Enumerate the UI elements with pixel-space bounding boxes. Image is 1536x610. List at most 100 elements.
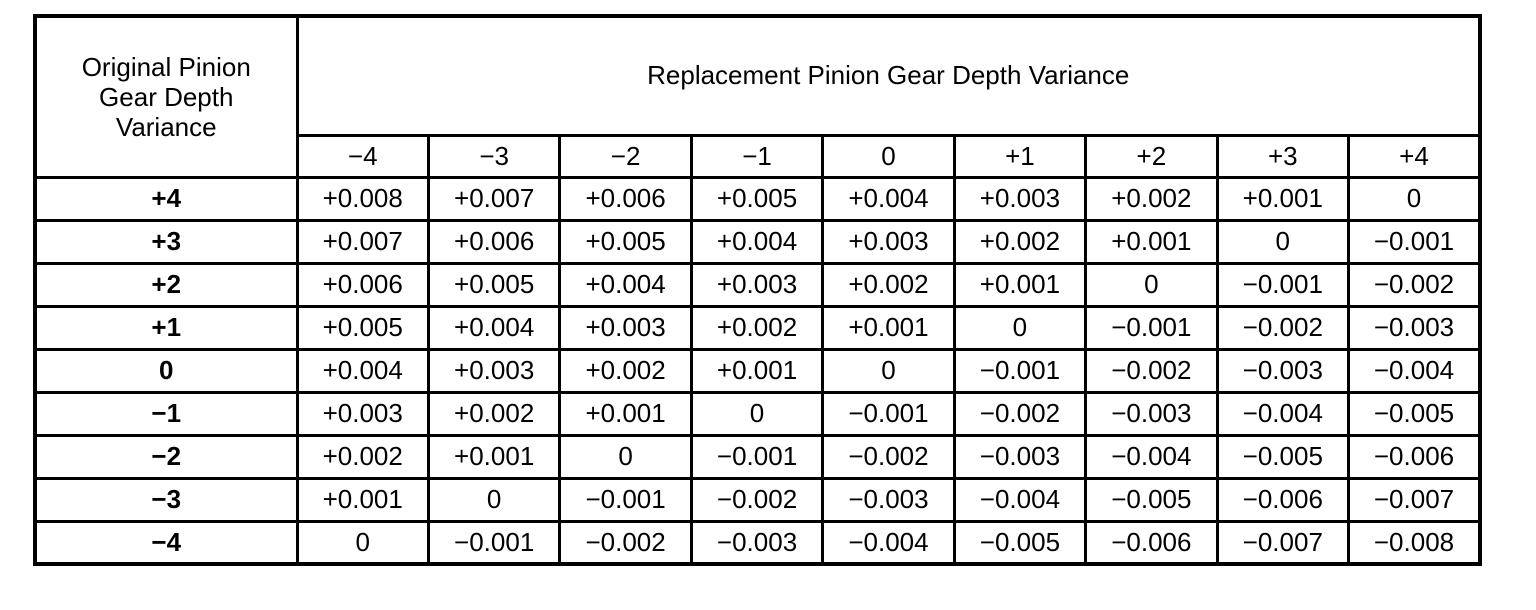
column-group-header: Replacement Pinion Gear Depth Variance xyxy=(295,14,1482,137)
data-cell: +0.001 xyxy=(952,261,1088,308)
data-cell: +0.003 xyxy=(558,304,693,351)
data-cell: −0.006 xyxy=(1215,476,1351,523)
column-header: −2 xyxy=(558,133,693,179)
data-cell: +0.002 xyxy=(952,218,1088,265)
data-cell: +0.008 xyxy=(295,175,430,222)
table-row: +2 +0.006 +0.005 +0.004 +0.003 +0.002 +0.001 0−… xyxy=(33,261,1482,308)
data-cell: −0.006 xyxy=(1084,519,1219,566)
column-header: −1 xyxy=(689,133,825,179)
table-row: −4 0 −0.001 −0.002 −0.003 −0.004 −0.005 −0.006−… xyxy=(33,519,1482,566)
column-header: +3 xyxy=(1215,133,1351,179)
corner-header-line: Variance xyxy=(115,111,217,142)
table-row: −3 +0.001 0 −0.001 −0.002 −0.003 −0.004 −0.005−… xyxy=(33,476,1482,523)
data-cell: +0.002 xyxy=(689,304,825,351)
data-cell: −0.005 xyxy=(1215,433,1351,480)
table-row: −1 +0.003 +0.002 +0.001 0 −0.001 −0.002 −0.003−… xyxy=(33,390,1482,437)
data-cell: 0 xyxy=(1215,218,1351,265)
data-cell: +0.001 xyxy=(558,390,693,437)
data-cell: +0.004 xyxy=(558,261,693,308)
data-cell: −0.003 xyxy=(952,433,1088,480)
data-cell: +0.003 xyxy=(426,347,562,394)
data-cell: 0 xyxy=(689,390,825,437)
row-header: −2 xyxy=(33,433,299,480)
data-cell: 0 xyxy=(1084,261,1219,308)
data-cell: −0.002 xyxy=(1084,347,1219,394)
data-cell: +0.001 xyxy=(821,304,956,351)
column-header: −4 xyxy=(295,133,430,179)
row-header: −3 xyxy=(33,476,299,523)
corner-header-line: Original Pinion xyxy=(81,51,251,82)
column-header: +4 xyxy=(1347,133,1482,179)
data-cell: −0.001 xyxy=(821,390,956,437)
data-cell: −0.004 xyxy=(952,476,1088,523)
data-cell: −0.004 xyxy=(821,519,956,566)
table-row: +1 +0.005 +0.004 +0.003 +0.002 +0.001 0 −0.001−… xyxy=(33,304,1482,351)
data-cell: +0.001 xyxy=(1215,175,1351,222)
data-cell: −0.002 xyxy=(1347,261,1482,308)
data-cell: +0.004 xyxy=(821,175,956,222)
corner-header-line: Gear Depth xyxy=(99,81,234,112)
data-cell: −0.002 xyxy=(1215,304,1351,351)
table-row: +4 +0.008 +0.007 +0.006 +0.005 +0.004 +0.003 +0… xyxy=(33,175,1482,222)
row-header: −1 xyxy=(33,390,299,437)
data-cell: −0.005 xyxy=(1084,476,1219,523)
column-header: +2 xyxy=(1084,133,1219,179)
data-cell: +0.003 xyxy=(821,218,956,265)
data-cell: +0.003 xyxy=(952,175,1088,222)
row-header: 0 xyxy=(33,347,299,394)
data-cell: −0.004 xyxy=(1215,390,1351,437)
data-cell: 0 xyxy=(426,476,562,523)
data-cell: −0.001 xyxy=(558,476,693,523)
data-cell: +0.004 xyxy=(689,218,825,265)
column-header: −3 xyxy=(426,133,562,179)
data-cell: −0.005 xyxy=(1347,390,1482,437)
pinion-depth-variance-table: Original Pinion Gear Depth Variance Repl… xyxy=(33,14,1482,566)
data-cell: −0.001 xyxy=(426,519,562,566)
data-cell: −0.004 xyxy=(1084,433,1219,480)
data-cell: −0.003 xyxy=(1084,390,1219,437)
data-cell: +0.001 xyxy=(1084,218,1219,265)
data-cell: −0.001 xyxy=(1347,218,1482,265)
data-cell: 0 xyxy=(952,304,1088,351)
data-cell: −0.004 xyxy=(1347,347,1482,394)
data-cell: −0.001 xyxy=(1215,261,1351,308)
data-cell: +0.007 xyxy=(426,175,562,222)
data-cell: 0 xyxy=(295,519,430,566)
data-cell: −0.002 xyxy=(821,433,956,480)
data-cell: −0.003 xyxy=(1215,347,1351,394)
data-cell: +0.001 xyxy=(426,433,562,480)
data-cell: −0.007 xyxy=(1347,476,1482,523)
column-header: 0 xyxy=(821,133,956,179)
data-cell: +0.006 xyxy=(426,218,562,265)
data-cell: +0.004 xyxy=(426,304,562,351)
data-cell: +0.007 xyxy=(295,218,430,265)
column-header: +1 xyxy=(952,133,1088,179)
data-cell: +0.001 xyxy=(689,347,825,394)
data-cell: +0.003 xyxy=(295,390,430,437)
data-cell: +0.004 xyxy=(295,347,430,394)
data-cell: 0 xyxy=(821,347,956,394)
data-cell: −0.003 xyxy=(689,519,825,566)
table-body: Original Pinion Gear Depth Variance Repl… xyxy=(33,14,1482,566)
data-cell: −0.001 xyxy=(1084,304,1219,351)
data-cell: +0.002 xyxy=(295,433,430,480)
table-row: +3 +0.007 +0.006 +0.005 +0.004 +0.003 +0.002 +0… xyxy=(33,218,1482,265)
data-cell: −0.002 xyxy=(689,476,825,523)
corner-header: Original Pinion Gear Depth Variance xyxy=(33,14,299,179)
data-cell: −0.003 xyxy=(1347,304,1482,351)
row-header: +3 xyxy=(33,218,299,265)
data-cell: −0.008 xyxy=(1347,519,1482,566)
data-cell: +0.006 xyxy=(558,175,693,222)
data-cell: −0.003 xyxy=(821,476,956,523)
data-cell: −0.002 xyxy=(558,519,693,566)
header-row-top: Original Pinion Gear Depth Variance Repl… xyxy=(33,14,1482,179)
row-header: +4 xyxy=(33,175,299,222)
data-cell: +0.005 xyxy=(689,175,825,222)
data-cell: +0.002 xyxy=(558,347,693,394)
table-row: 0 +0.004 +0.003 +0.002 +0.001 0 −0.001 −0.002 −0… xyxy=(33,347,1482,394)
data-cell: +0.006 xyxy=(295,261,430,308)
data-cell: +0.005 xyxy=(558,218,693,265)
data-cell: 0 xyxy=(558,433,693,480)
data-cell: +0.005 xyxy=(295,304,430,351)
data-cell: +0.002 xyxy=(821,261,956,308)
